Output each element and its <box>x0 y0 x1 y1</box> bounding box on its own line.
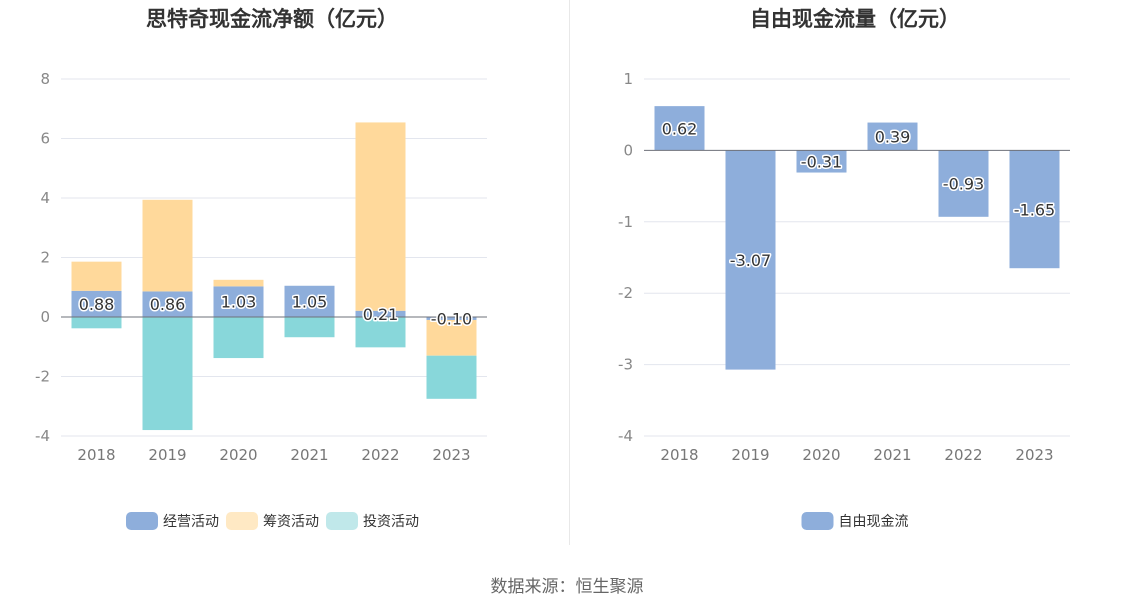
bar <box>938 150 989 217</box>
x-tick-label: 2021 <box>290 446 328 464</box>
bar <box>1009 150 1060 269</box>
y-tick-label: -1 <box>618 213 633 231</box>
x-tick-label: 2020 <box>219 446 257 464</box>
panel-divider <box>569 0 570 545</box>
y-tick-label: -4 <box>618 427 633 445</box>
legend-label: 经营活动 <box>163 514 219 530</box>
legend-swatch <box>226 512 258 530</box>
x-tick-label: 2018 <box>77 446 115 464</box>
chart-title: 思特奇现金流净额（亿元） <box>146 7 398 31</box>
bar <box>71 317 122 329</box>
data-label: 1.03 <box>221 293 257 312</box>
cash-flow-net-chart: 思特奇现金流净额（亿元） 8 6 4 2 0 -2 -4 2018 2019 2020 2021 202… <box>35 7 487 530</box>
bar <box>213 317 264 359</box>
bar <box>284 317 335 338</box>
y-tick-label: 0 <box>40 308 50 326</box>
data-label: -0.31 <box>801 152 842 171</box>
x-tick-label: 2022 <box>944 446 982 464</box>
legend-swatch <box>126 512 158 530</box>
y-tick-label: -2 <box>35 368 50 386</box>
legend-label: 自由现金流 <box>839 514 909 530</box>
y-tick-label: -2 <box>618 284 633 302</box>
y-tick-label: 6 <box>40 130 50 148</box>
bar <box>867 122 918 151</box>
data-label: 0.88 <box>79 295 115 314</box>
bar <box>355 317 406 348</box>
y-tick-label: 2 <box>40 249 50 267</box>
bar <box>213 286 264 317</box>
y-tick-label: 1 <box>623 70 633 88</box>
bar <box>142 317 193 431</box>
y-tick-label: -3 <box>618 356 633 374</box>
x-tick-label: 2020 <box>802 446 840 464</box>
data-label: -0.10 <box>431 309 472 328</box>
x-tick-label: 2023 <box>432 446 470 464</box>
data-label: 0.21 <box>363 305 399 324</box>
y-tick-label: 0 <box>623 141 633 159</box>
free-cash-flow-chart: 自由现金流量（亿元） 1 0 -1 -2 -3 -4 2018 2019 2020 2021 2022… <box>618 7 1070 530</box>
x-tick-label: 2022 <box>361 446 399 464</box>
x-tick-label: 2021 <box>873 446 911 464</box>
bar <box>426 317 477 320</box>
y-tick-label: -4 <box>35 427 50 445</box>
data-label: -3.07 <box>730 251 771 270</box>
bar <box>71 261 122 291</box>
legend-label: 筹资活动 <box>263 513 319 530</box>
legend-label: 投资活动 <box>363 514 419 530</box>
bar <box>426 319 477 356</box>
x-tick-label: 2019 <box>731 446 769 464</box>
y-tick-label: 8 <box>40 70 50 88</box>
bar <box>355 310 406 317</box>
x-tick-label: 2019 <box>148 446 186 464</box>
bar <box>355 122 406 311</box>
bar <box>654 106 705 151</box>
data-label: 0.86 <box>150 295 186 314</box>
x-tick-label: 2018 <box>660 446 698 464</box>
bar <box>213 279 264 287</box>
bar <box>796 150 847 173</box>
bar <box>142 199 193 292</box>
bar <box>725 150 776 370</box>
legend-swatch <box>326 512 358 530</box>
x-tick-label: 2023 <box>1015 446 1053 464</box>
data-label: 1.05 <box>292 292 328 311</box>
legend-swatch <box>801 512 834 530</box>
bar <box>142 291 193 317</box>
y-tick-label: 4 <box>40 189 50 207</box>
bar <box>71 290 122 317</box>
data-label: -0.93 <box>943 175 984 194</box>
data-label: 0.39 <box>875 127 911 146</box>
data-source: 数据来源：恒生聚源 <box>490 577 644 597</box>
chart-title: 自由现金流量（亿元） <box>750 7 960 31</box>
bar <box>284 285 335 317</box>
data-label: -1.65 <box>1014 200 1055 219</box>
bar <box>426 355 477 399</box>
data-label: 0.62 <box>662 119 698 138</box>
